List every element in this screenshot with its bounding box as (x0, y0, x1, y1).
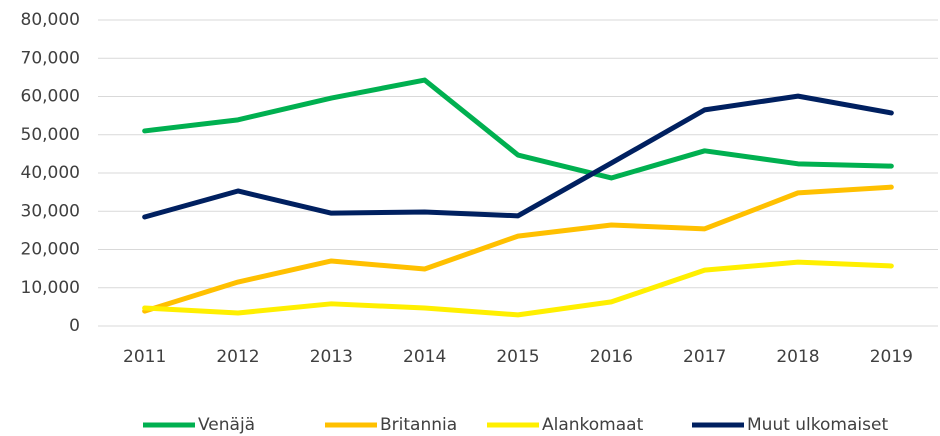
y-tick-label: 60,000 (21, 87, 80, 107)
y-tick-label: 50,000 (21, 125, 80, 145)
x-tick-label: 2017 (683, 347, 726, 367)
y-tick-label: 30,000 (21, 201, 80, 221)
series-line (142, 77, 894, 181)
x-tick-label: 2011 (123, 347, 166, 367)
x-tick-label: 2012 (216, 347, 259, 367)
y-tick-label: 20,000 (21, 240, 80, 260)
series-line (142, 259, 894, 318)
x-tick-label: 2013 (310, 347, 353, 367)
x-tick-label: 2014 (403, 347, 446, 367)
series-line (142, 93, 894, 220)
series-line (142, 184, 894, 314)
y-tick-label: 70,000 (21, 48, 80, 68)
y-tick-label: 80,000 (21, 10, 80, 30)
x-tick-label: 2016 (590, 347, 633, 367)
x-tick-label: 2018 (776, 347, 819, 367)
y-tick-label: 40,000 (21, 163, 80, 183)
x-tick-label: 2015 (496, 347, 539, 367)
x-tick-label: 2019 (870, 347, 913, 367)
y-tick-label: 10,000 (21, 278, 80, 298)
legend-label: Britannia (380, 415, 457, 435)
legend-label: Muut ulkomaiset (747, 415, 888, 435)
y-tick-label: 0 (69, 316, 80, 336)
legend-label: Alankomaat (542, 415, 644, 435)
legend-label: Venäjä (198, 415, 255, 435)
